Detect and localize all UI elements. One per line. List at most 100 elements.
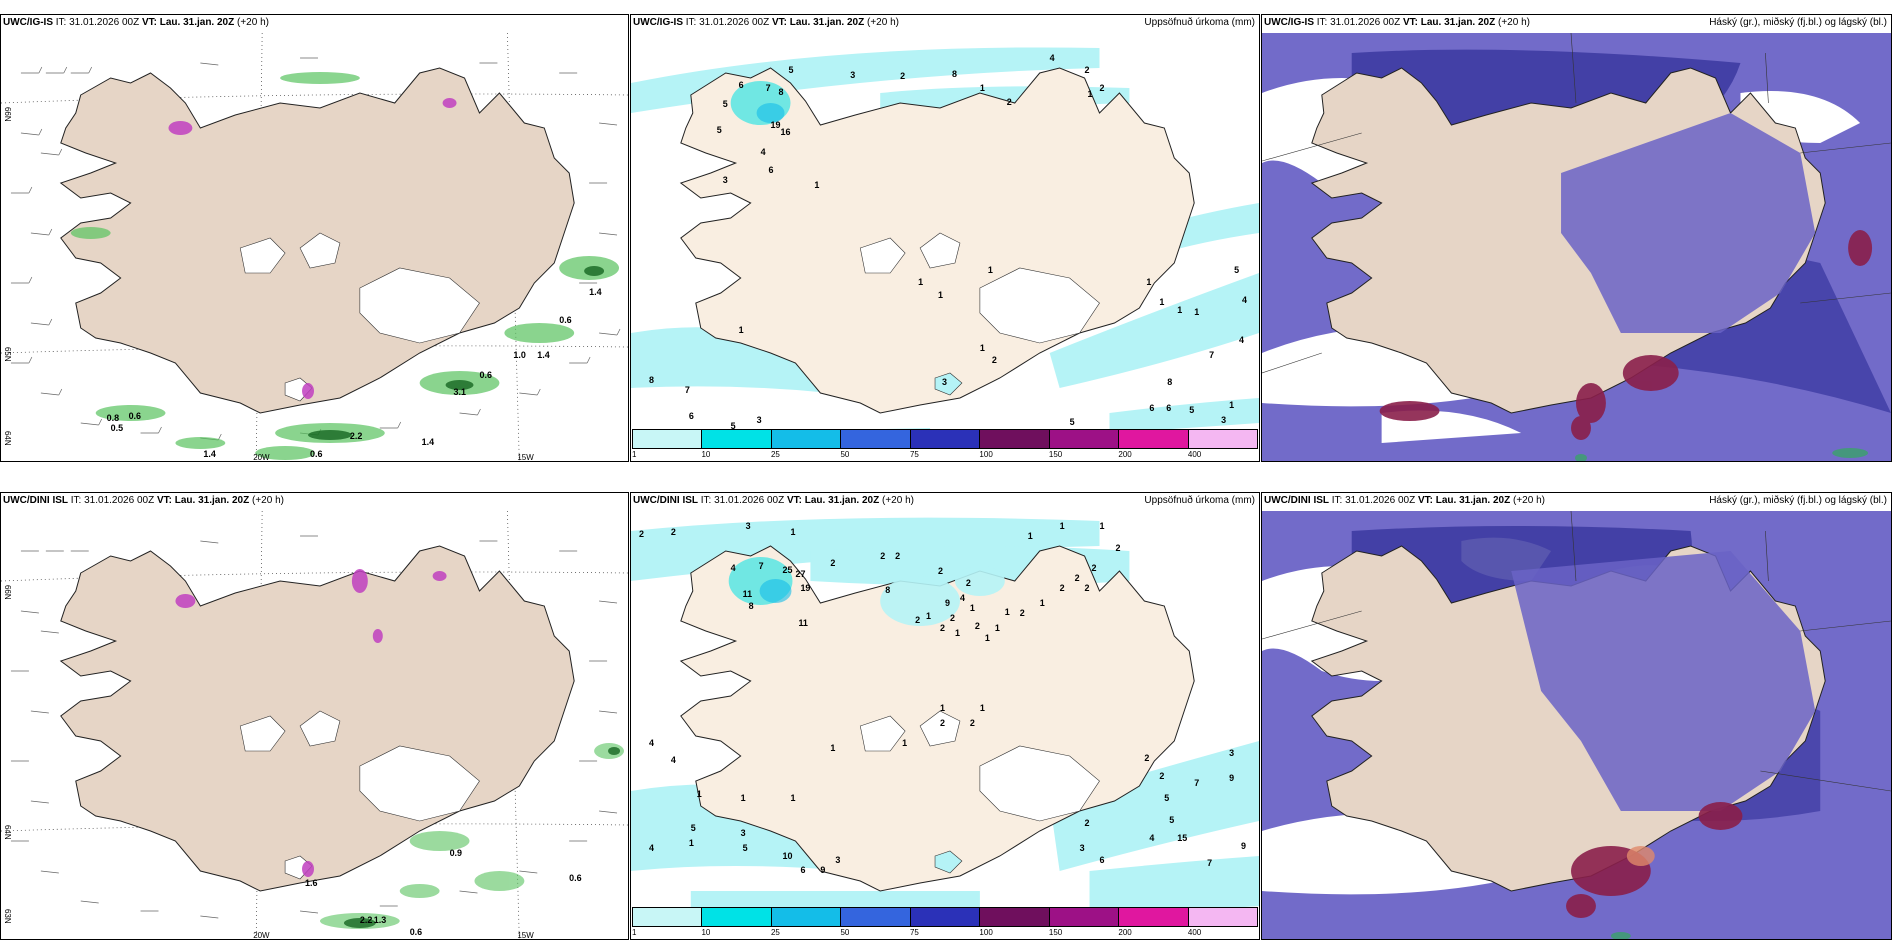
vt-value: Lau. 31.jan. 20Z	[174, 495, 250, 506]
wind-value: 1.4	[422, 437, 434, 447]
colorbar-labels: 1 10 25 50 75 100 150 200 400	[632, 928, 1258, 939]
precip-value: 1	[790, 793, 795, 803]
colorbar-label: 400	[1187, 450, 1202, 459]
colorbar-label: 150	[1048, 450, 1063, 459]
precip-value: 6	[1166, 403, 1171, 413]
precip-value: 3	[1229, 748, 1234, 758]
colorbar-label: 400	[1187, 928, 1202, 937]
wind-map: 66N 64N 63N 20W 15W 0.9 0.6 2.2 1.3 0.6 …	[1, 511, 628, 939]
precip-value: 16	[781, 127, 791, 137]
precip-value: 1	[1028, 531, 1033, 541]
precip-value: 2	[639, 529, 644, 539]
precip-value: 6	[769, 165, 774, 175]
precip-value: 2	[1115, 543, 1120, 553]
precip-value: 9	[945, 598, 950, 608]
precip-value: 8	[1167, 377, 1172, 387]
precip-value: 25	[783, 565, 793, 575]
colorbar-segment	[1119, 430, 1189, 448]
precip-value: 3	[850, 70, 855, 80]
colorbar-segment	[633, 430, 703, 448]
precip-value: 5	[691, 823, 696, 833]
wind-value: 1.3	[374, 915, 386, 925]
precip-value: 1	[1159, 297, 1164, 307]
colorbar-segment	[1049, 430, 1120, 448]
model-label: UWC/DINI ISL	[1264, 495, 1329, 506]
precip-value: 19	[771, 120, 781, 130]
it-label: IT:	[1316, 17, 1328, 28]
precip-value: 3	[757, 415, 762, 425]
precip-value: 1	[985, 633, 990, 643]
precip-value: 1	[1229, 400, 1234, 410]
wind-barbs	[10, 535, 618, 919]
model-label: UWC/IG-IS	[633, 17, 683, 28]
precip-title: Uppsöfnuð úrkoma (mm)	[1144, 17, 1255, 28]
precip-value: 4	[960, 593, 965, 603]
colorbar-segment	[702, 430, 772, 448]
precip-value: 1	[1060, 521, 1065, 531]
panel-title: UWC/IG-IS IT: 31.01.2026 00Z VT: Lau. 31…	[1264, 17, 1530, 28]
it-value: 31.01.2026 00Z	[84, 495, 155, 506]
precip-value: 8	[749, 601, 754, 611]
it-value: 31.01.2026 00Z	[69, 17, 140, 28]
model-label: UWC/IG-IS	[1264, 17, 1314, 28]
vt-value: Lau. 31.jan. 20Z	[804, 495, 880, 506]
wind-value: 1.0	[513, 350, 525, 360]
precip-value: 1	[1194, 307, 1199, 317]
precip-value: 5	[1164, 793, 1169, 803]
precip-value: 4	[1242, 295, 1247, 305]
precip-value: 2	[940, 623, 945, 633]
precip-value: 1	[739, 325, 744, 335]
precip-value: 4	[761, 147, 766, 157]
wind-value: 1.4	[203, 449, 215, 459]
wind-value: 2.2	[360, 915, 372, 925]
colorbar-segment	[702, 908, 772, 926]
cloud-map	[1262, 511, 1891, 939]
precip-value: 1	[697, 789, 702, 799]
colorbar-segment	[1188, 430, 1257, 448]
precip-value: 11	[798, 618, 807, 628]
vt-value: Lau. 31.jan. 20Z	[1435, 495, 1511, 506]
precip-value: 5	[717, 125, 722, 135]
precip-value: 1	[995, 623, 1000, 633]
precip-value: 2	[1085, 65, 1090, 75]
precip-value: 7	[1194, 778, 1199, 788]
precip-value: 9	[820, 865, 825, 875]
cloud-map	[1262, 33, 1891, 461]
panel-title: UWC/DINI ISL IT: 31.01.2026 00Z VT: Lau.…	[1264, 495, 1545, 506]
precip-value: 1	[741, 793, 746, 803]
lat-label: 63N	[3, 909, 12, 924]
vt-label: VT:	[1402, 17, 1418, 28]
wind-value: 0.8	[107, 413, 119, 423]
precip-value: 9	[1229, 773, 1234, 783]
colorbar-label: 100	[979, 450, 993, 459]
precip-value: 6	[689, 411, 694, 421]
lat-label: 66N	[3, 107, 12, 122]
colorbar-segment	[771, 908, 842, 926]
precip-value: 4	[671, 755, 676, 765]
precip-value: 2	[1092, 563, 1097, 573]
precip-value: 5	[1234, 265, 1239, 275]
precip-value: 2	[900, 71, 905, 81]
model-label: UWC/DINI ISL	[633, 495, 698, 506]
it-label: IT:	[70, 495, 82, 506]
colorbar-label: 150	[1048, 928, 1063, 937]
precip-value: 2	[671, 527, 676, 537]
it-label: IT:	[685, 17, 697, 28]
precip-value: 6	[800, 865, 805, 875]
vt-value: Lau. 31.jan. 20Z	[1420, 17, 1496, 28]
precip-value: 2	[1159, 771, 1164, 781]
precip-value: 4	[731, 563, 736, 573]
colorbar-label: 25	[770, 450, 780, 459]
precip-value: 5	[723, 99, 728, 109]
precip-value: 2	[938, 566, 943, 576]
colorbar-labels: 1 10 25 50 75 100 150 200 400	[632, 450, 1258, 461]
lon-label: 20W	[253, 453, 270, 462]
panel-title: UWC/IG-IS IT: 31.01.2026 00Z VT: Lau. 31…	[3, 17, 269, 28]
vt-value: Lau. 31.jan. 20Z	[789, 17, 865, 28]
precip-colorbar	[632, 907, 1258, 927]
colorbar-label: 50	[840, 928, 850, 937]
lat-label: 64N	[3, 825, 12, 840]
colorbar-label: 100	[979, 928, 993, 937]
precip-value: 2	[992, 355, 997, 365]
precip-value: 1	[1146, 277, 1151, 287]
